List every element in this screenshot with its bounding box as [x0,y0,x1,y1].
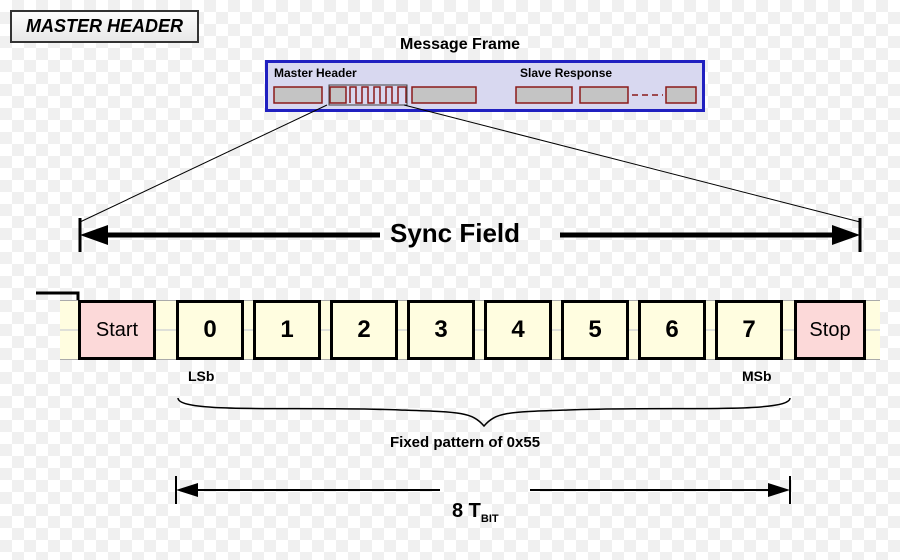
tbit-caption: 8 TBIT [452,500,499,525]
tbit-sub: BIT [481,513,499,525]
tbit-dimension [0,0,900,560]
tbit-prefix: 8 T [452,500,481,522]
